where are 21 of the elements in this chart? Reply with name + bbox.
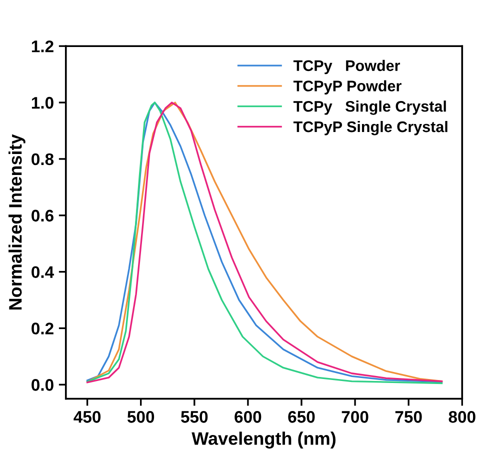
legend-label: TCPyP Single Crystal — [293, 120, 448, 136]
x-tick-label: 700 — [342, 411, 368, 423]
y-tick-label: 0.0 — [32, 379, 54, 391]
y-tick-label: 0.8 — [32, 153, 54, 166]
legend-label: TCPy Powder — [293, 60, 400, 74]
y-tick-label: 0.6 — [32, 210, 54, 222]
x-tick-label: 750 — [395, 411, 422, 423]
y-tick-label: 1.0 — [32, 96, 54, 109]
legend-label: TCPy Single Crystal — [293, 100, 446, 115]
y-tick-label: 0.4 — [32, 266, 54, 278]
x-tick-label: 550 — [181, 411, 208, 423]
x-tick-label: 500 — [127, 411, 154, 423]
x-axis-title: Wavelength (nm) — [192, 432, 336, 449]
x-tick-label: 450 — [74, 411, 101, 423]
x-tick-label: 800 — [448, 411, 476, 423]
x-tick-label: 650 — [288, 411, 315, 423]
y-tick-label: 1.2 — [32, 40, 54, 52]
y-axis-title: Normalized Intensity — [8, 134, 26, 310]
x-tick-label: 600 — [234, 411, 262, 423]
legend-label: TCPyP Powder — [293, 80, 402, 94]
y-tick-label: 0.2 — [32, 322, 54, 334]
